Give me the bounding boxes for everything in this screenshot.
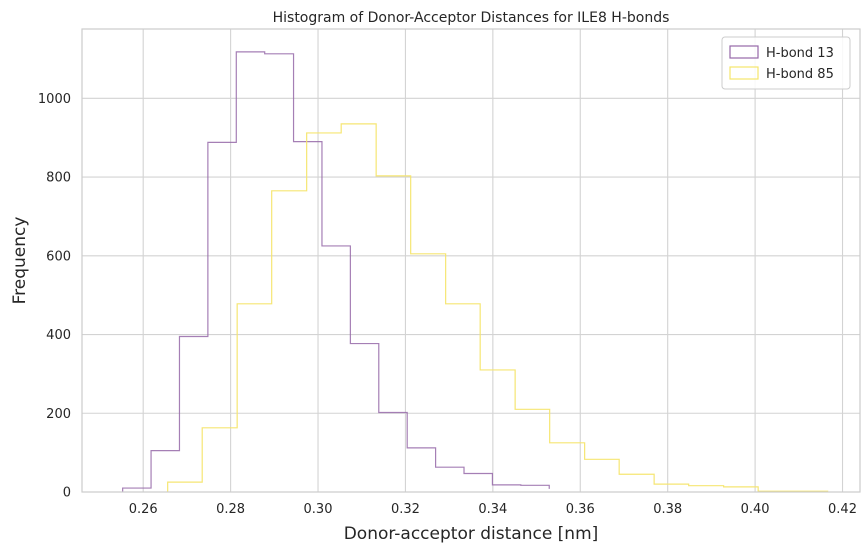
- plot-border: [81, 28, 861, 493]
- y-tick-label: 1000: [38, 92, 71, 107]
- y-tick-label: 400: [46, 328, 71, 343]
- legend-label-1: H-bond 13: [766, 46, 834, 61]
- x-tick-label: 0.38: [653, 502, 682, 517]
- plot-frame: [81, 28, 861, 493]
- legend-label-2: H-bond 85: [766, 67, 834, 82]
- legend-box: [721, 36, 851, 90]
- y-tick-label: 200: [46, 407, 71, 422]
- y-axis-ticks: 0 200 400 600 800 1000: [38, 92, 71, 501]
- x-tick-label: 0.30: [304, 502, 333, 517]
- y-tick-label: 600: [46, 249, 71, 264]
- histogram-steps: [122, 51, 829, 492]
- y-tick-label: 0: [63, 486, 71, 501]
- legend-swatch-2: [729, 66, 759, 80]
- x-tick-label: 0.40: [741, 502, 770, 517]
- x-axis-ticks: 0.26 0.28 0.30 0.32 0.34 0.36 0.38 0.40 0.42: [129, 502, 857, 517]
- histogram-series-2: [167, 123, 829, 492]
- x-tick-label: 0.32: [391, 502, 420, 517]
- x-tick-label: 0.34: [478, 502, 507, 517]
- legend: H-bond 13 H-bond 85: [721, 36, 851, 90]
- x-axis-title: Donor-acceptor distance [nm]: [344, 524, 599, 544]
- grid-lines: [82, 29, 860, 493]
- histogram-series-1: [122, 51, 550, 492]
- x-tick-label: 0.42: [828, 502, 857, 517]
- x-tick-label: 0.28: [216, 502, 245, 517]
- chart-title: Histogram of Donor-Acceptor Distances fo…: [273, 10, 670, 26]
- y-axis-title: Frequency: [10, 217, 30, 305]
- y-tick-label: 800: [46, 171, 71, 186]
- legend-swatch-1: [729, 45, 759, 59]
- x-tick-label: 0.26: [129, 502, 158, 517]
- x-tick-label: 0.36: [566, 502, 595, 517]
